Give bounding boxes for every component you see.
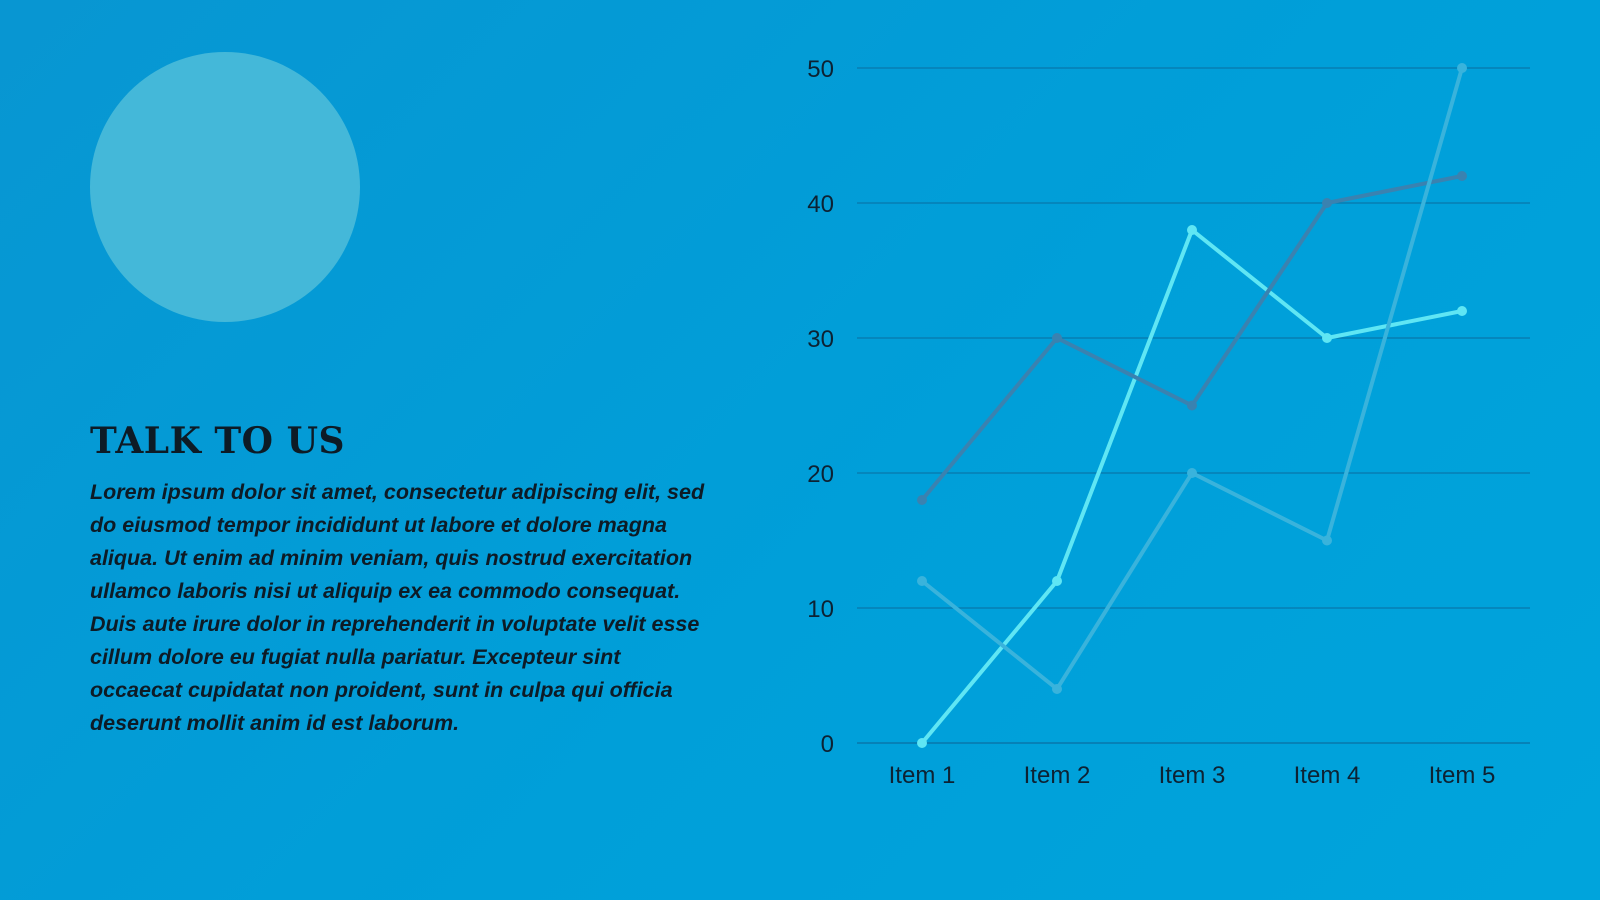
- x-tick-label-5: Item 5: [1429, 762, 1496, 789]
- series-3-point-1: [917, 576, 927, 586]
- x-tick-label-3: Item 3: [1159, 762, 1226, 789]
- series-3-point-5: [1457, 63, 1467, 73]
- x-axis-tick-labels: Item 1 Item 2 Item 3 Item 4 Item 5: [889, 762, 1496, 789]
- y-tick-label-40: 40: [807, 191, 834, 218]
- x-tick-label-2: Item 2: [1024, 762, 1091, 789]
- series-3-point-2: [1052, 684, 1062, 694]
- series-3-line: [920, 66, 1464, 691]
- series-3: [917, 63, 1467, 694]
- series-1-point-1: [917, 738, 927, 748]
- series-3-point-4: [1322, 535, 1332, 546]
- slide-body-text: Lorem ipsum dolor sit amet, consectetur …: [90, 480, 705, 735]
- series-1: [917, 225, 1467, 748]
- series-1-point-4: [1322, 333, 1332, 343]
- series-1-point-2: [1052, 576, 1062, 586]
- y-axis-tick-labels: 0 10 20 30 40 50: [807, 56, 834, 758]
- chart-series: [917, 63, 1467, 748]
- x-tick-label-4: Item 4: [1294, 762, 1361, 789]
- series-1-point-3: [1187, 225, 1197, 235]
- series-2-point-4: [1322, 198, 1332, 208]
- series-2-point-1: [917, 495, 927, 505]
- series-1-point-5: [1457, 306, 1467, 316]
- series-3-point-3: [1187, 468, 1197, 478]
- series-2-point-3: [1187, 400, 1197, 411]
- slide-title: TALK TO US: [90, 420, 345, 462]
- series-1-line: [920, 228, 1464, 745]
- x-tick-label-1: Item 1: [889, 762, 956, 789]
- y-tick-label-0: 0: [821, 731, 834, 758]
- series-2: [917, 171, 1467, 505]
- decorative-circle: [90, 52, 360, 322]
- y-tick-label-30: 30: [807, 326, 834, 353]
- series-2-point-2: [1052, 333, 1062, 343]
- y-tick-label-20: 20: [807, 461, 834, 488]
- series-2-point-5: [1457, 171, 1467, 181]
- y-tick-label-50: 50: [807, 56, 834, 83]
- y-tick-label-10: 10: [807, 596, 834, 623]
